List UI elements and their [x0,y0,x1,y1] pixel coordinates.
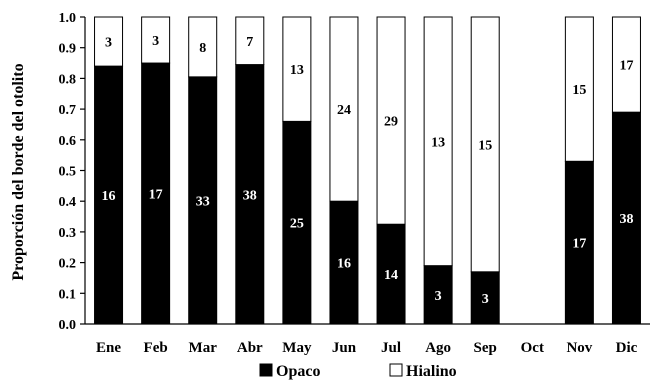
data-label-opaco-jul: 14 [384,268,398,283]
data-label-hialino-dic: 17 [619,59,633,74]
data-label-hialino-nov: 15 [572,83,586,98]
bar-segment-hialino-abr [235,16,265,66]
legend-swatch-opaco [259,363,273,377]
data-label-opaco-mar: 33 [196,194,210,209]
y-tick-label: 0.9 [59,42,77,57]
legend-label-hialino: Hialino [406,363,457,380]
x-tick-label-oct: Oct [521,340,544,356]
y-axis: 0.0 0.1 0.2 0.3 0.4 0.5 0.6 0.7 0.8 0.9 1.0 [59,11,85,333]
y-tick-label: 0.3 [59,226,77,241]
bar-segment-hialino-sep [470,16,500,273]
data-label-hialino-jun: 24 [337,103,351,118]
y-tick-label: 0.6 [59,134,77,149]
bar-segment-opaco-nov [564,160,594,325]
x-tick-label-ene: Ene [96,340,121,356]
x-tick-label-ago: Ago [425,340,451,356]
bar-segment-opaco-jun [329,200,359,325]
data-label-opaco-may: 25 [290,217,304,232]
data-label-hialino-ene: 3 [105,36,112,51]
bar-segment-hialino-nov [564,16,594,162]
x-axis: Ene Feb Mar Abr May Jun Jul Ago Sep Oct Nov Dic [96,340,638,356]
bar-segment-opaco-mar [188,76,218,325]
x-tick-label-may: May [282,340,312,356]
x-tick-label-feb: Feb [144,340,168,356]
data-label-opaco-nov: 17 [572,237,586,252]
legend-swatch-hialino [389,363,403,377]
data-label-opaco-abr: 38 [243,188,257,203]
data-label-hialino-feb: 3 [152,34,159,49]
y-tick-label: 0.2 [59,257,77,272]
data-label-hialino-abr: 7 [246,35,253,50]
bar-segment-hialino-jul [376,16,406,225]
bar-segment-hialino-ene [94,16,124,67]
y-tick-label: 0.0 [59,318,77,333]
data-label-opaco-jun: 16 [337,257,351,272]
x-tick-label-dic: Dic [616,340,638,356]
y-tick-label: 0.1 [59,287,77,302]
x-tick-label-nov: Nov [566,340,592,356]
y-tick-label: 0.8 [59,72,77,87]
data-label-hialino-jul: 29 [384,115,398,130]
y-axis-title: Proporción del borde del otolito [10,63,27,280]
bar-segment-hialino-feb [141,16,171,64]
y-tick-label: 0.4 [59,195,77,210]
data-label-hialino-may: 13 [290,63,304,78]
x-tick-label-jul: Jul [381,340,401,356]
legend: Opaco Hialino [259,363,457,380]
bar-segment-hialino-jun [329,16,359,202]
data-label-opaco-sep: 3 [482,292,489,307]
x-tick-label-mar: Mar [189,340,218,356]
data-label-opaco-feb: 17 [149,188,163,203]
x-tick-label-jun: Jun [332,340,357,356]
bar-segment-hialino-ago [423,16,453,267]
x-tick-label-abr: Abr [237,340,263,356]
y-tick-label: 0.7 [59,103,77,118]
data-label-opaco-ene: 16 [102,189,116,204]
x-tick-label-sep: Sep [474,340,497,356]
data-label-hialino-ago: 13 [431,135,445,150]
data-label-hialino-mar: 8 [199,41,206,56]
bar-segment-hialino-mar [188,16,218,78]
data-label-hialino-sep: 15 [478,138,492,153]
bar-segment-hialino-dic [611,16,641,113]
legend-label-opaco: Opaco [276,363,320,380]
bar-segment-hialino-may [282,16,312,122]
data-label-opaco-ago: 3 [435,289,442,304]
bar-segment-opaco-ago [423,265,453,325]
bar-segment-opaco-ene [94,65,124,325]
bar-segment-opaco-feb [141,62,171,325]
y-tick-label: 1.0 [59,11,77,26]
bar-segment-opaco-jul [376,223,406,325]
y-tick-label: 0.5 [59,165,77,180]
data-label-opaco-dic: 38 [619,212,633,227]
